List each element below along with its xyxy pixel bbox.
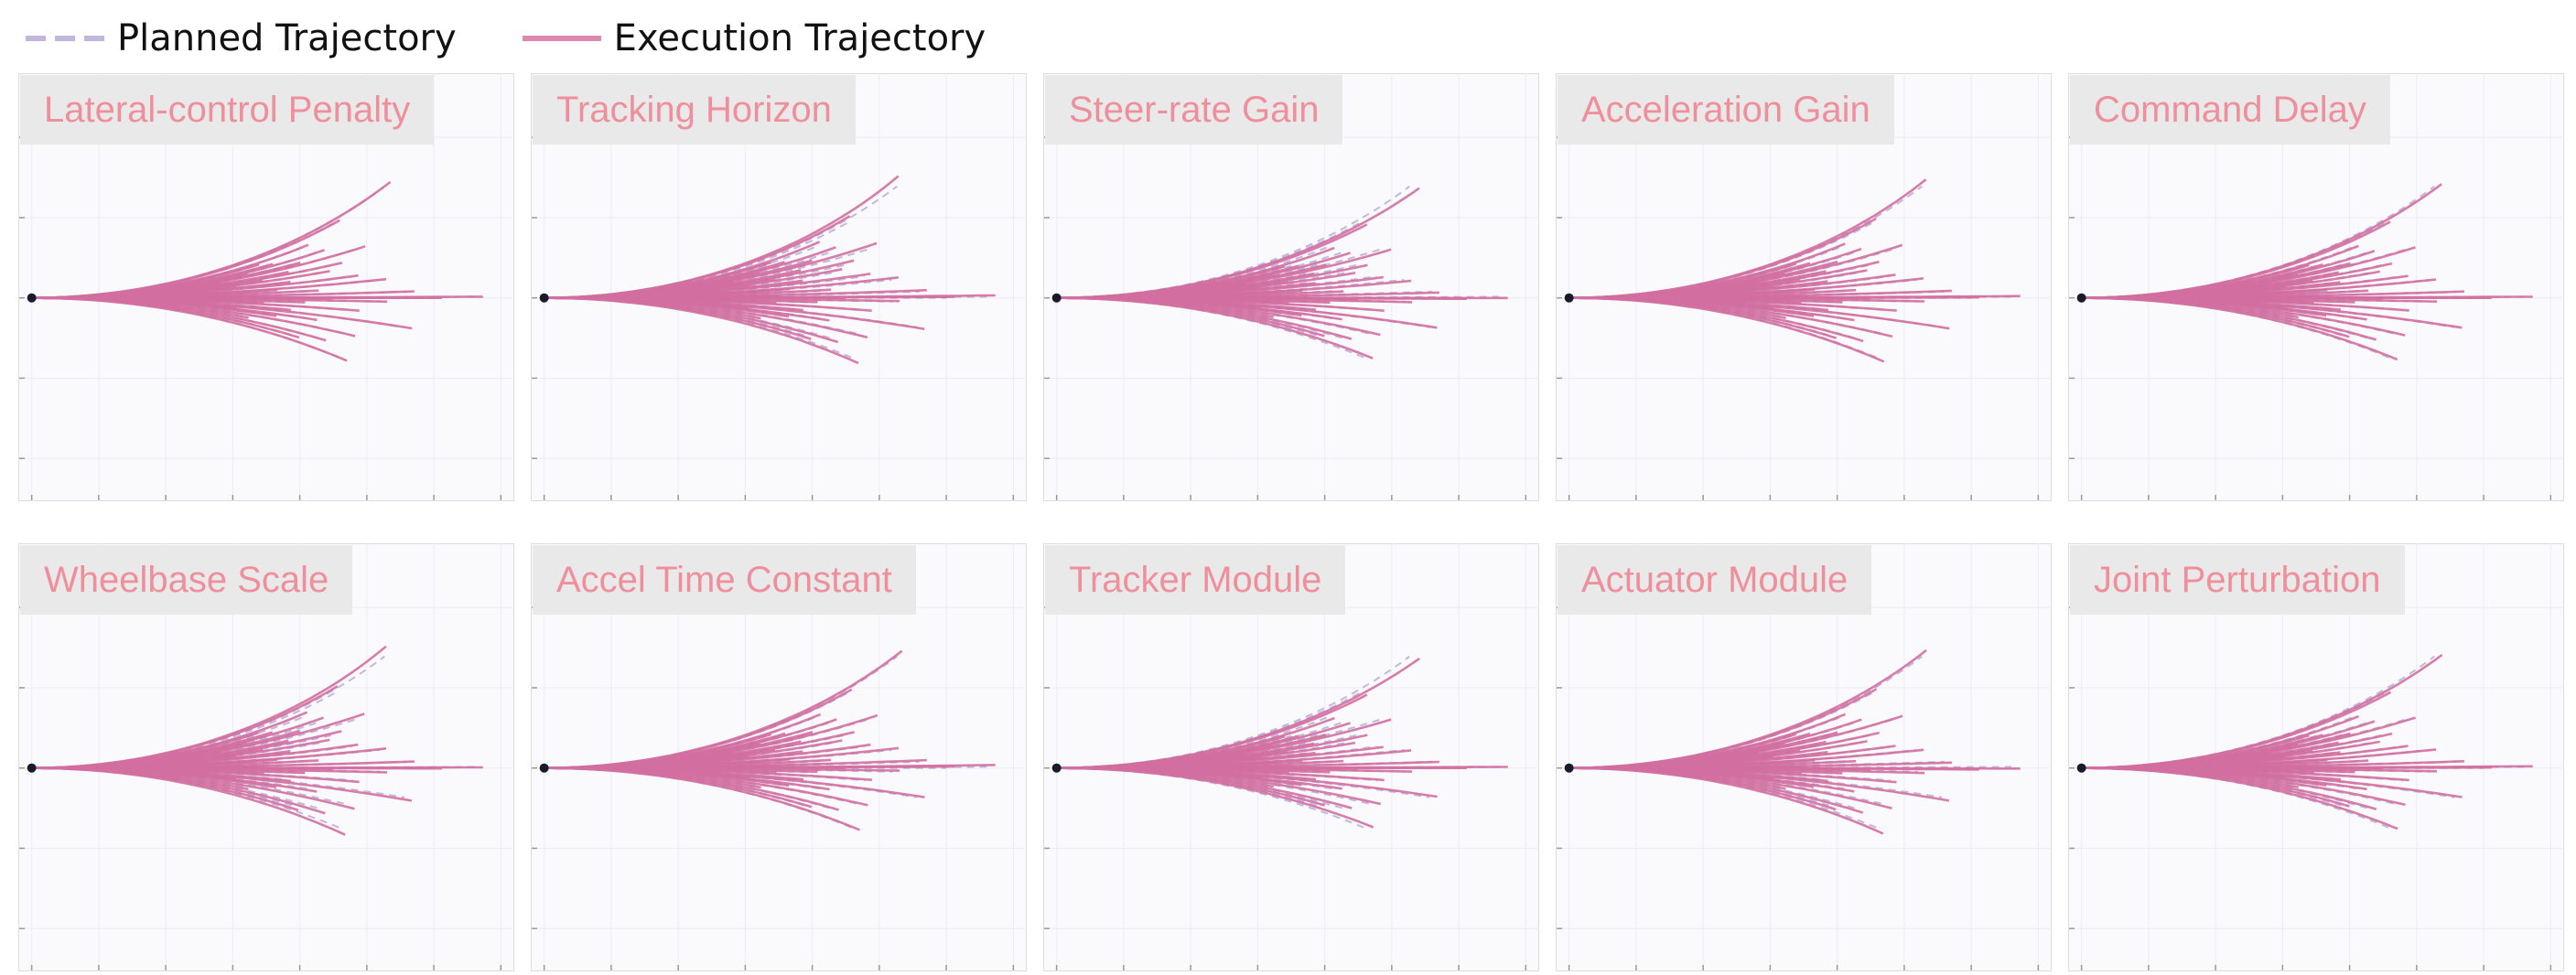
legend-item-execution: Execution Trajectory [521, 17, 986, 59]
execution-trajectory [1568, 766, 1884, 835]
panel-title: Actuator Module [1581, 559, 1848, 600]
execution-trajectory [1056, 296, 1374, 360]
plot-area [1043, 543, 1539, 971]
panel: Tracker Module [1043, 543, 1539, 971]
plot-area [1043, 73, 1539, 501]
panel-title: Tracker Module [1069, 559, 1322, 600]
solid-line-icon [522, 36, 601, 41]
planned-trajectory [31, 715, 304, 769]
panel-title: Wheelbase Scale [44, 559, 329, 600]
origin-point [1564, 763, 1574, 773]
panel: Acceleration Gain [1556, 73, 2052, 501]
execution-trajectory [1056, 766, 1374, 829]
panel-title: Tracking Horizon [556, 89, 832, 130]
plot-area [531, 73, 1027, 501]
panel-title-box: Tracking Horizon [533, 75, 856, 145]
execution-trajectory [2081, 296, 2398, 361]
planned-trajectory [1056, 245, 1329, 299]
planned-trajectory [31, 766, 405, 798]
origin-point [27, 293, 37, 303]
panel-title-box: Command Delay [2070, 75, 2390, 145]
legend-label-planned: Planned Trajectory [117, 17, 457, 59]
origin-point [1051, 763, 1062, 773]
panel: Command Delay [2068, 73, 2564, 501]
plot-area [2068, 73, 2564, 501]
legend: Planned Trajectory Execution Trajectory [24, 9, 1050, 68]
planned-trajectory [1056, 715, 1329, 769]
planned-trajectory [1568, 766, 1943, 798]
execution-trajectory [31, 296, 348, 362]
planned-trajectory [1056, 766, 1430, 798]
plot-area [1556, 543, 2052, 971]
panel-title: Acceleration Gain [1581, 89, 1870, 130]
plot-area [18, 73, 514, 501]
origin-point [2076, 293, 2086, 303]
execution-trajectory [31, 766, 346, 836]
origin-point [539, 763, 549, 773]
panel-title: Accel Time Constant [556, 559, 892, 600]
panel: Joint Perturbation [2068, 543, 2564, 971]
panel: Actuator Module [1556, 543, 2052, 971]
execution-trajectory [2081, 766, 2398, 830]
panel-title-box: Lateral-control Penalty [20, 75, 435, 145]
origin-point [27, 763, 37, 773]
panel-title-box: Acceleration Gain [1557, 75, 1894, 145]
panel: Accel Time Constant [531, 543, 1027, 971]
execution-trajectory [544, 766, 860, 831]
panel-title: Lateral-control Penalty [44, 89, 411, 130]
plot-area [531, 543, 1027, 971]
origin-point [539, 293, 549, 303]
plot-area [2068, 543, 2564, 971]
dashed-line-icon [26, 36, 104, 41]
panel-title-box: Tracker Module [1045, 545, 1346, 615]
plot-area [1556, 73, 2052, 501]
panel: Tracking Horizon [531, 73, 1027, 501]
plot-area [18, 543, 514, 971]
panel: Lateral-control Penalty [18, 73, 514, 501]
origin-point [2076, 763, 2086, 773]
panel-title: Steer-rate Gain [1069, 89, 1320, 130]
panel-title-box: Accel Time Constant [533, 545, 916, 615]
execution-trajectory [544, 296, 859, 365]
execution-trajectory [1568, 296, 1885, 363]
panel-title: Command Delay [2094, 89, 2366, 130]
panel: Wheelbase Scale [18, 543, 514, 971]
origin-point [1564, 293, 1574, 303]
panel-title-box: Joint Perturbation [2070, 545, 2405, 615]
panel-title-box: Wheelbase Scale [20, 545, 353, 615]
panel: Steer-rate Gain [1043, 73, 1539, 501]
legend-label-execution: Execution Trajectory [613, 17, 986, 59]
origin-point [1051, 293, 1062, 303]
planned-trajectory [544, 245, 816, 299]
panel-title: Joint Perturbation [2094, 559, 2381, 600]
panel-title-box: Steer-rate Gain [1045, 75, 1343, 145]
panel-title-box: Actuator Module [1557, 545, 1872, 615]
legend-item-planned: Planned Trajectory [24, 17, 457, 59]
